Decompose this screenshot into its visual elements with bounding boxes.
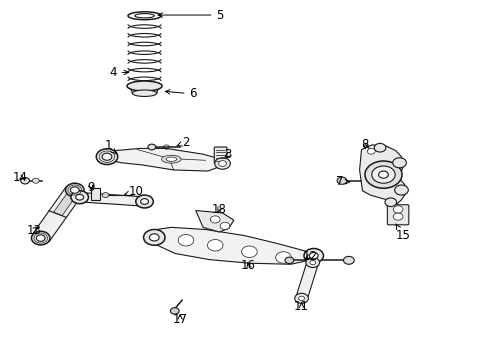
Text: 16: 16 (241, 259, 255, 272)
Circle shape (102, 153, 112, 160)
Circle shape (143, 229, 164, 245)
Circle shape (207, 239, 223, 251)
Circle shape (294, 293, 308, 303)
Text: 4: 4 (109, 66, 128, 79)
Text: 14: 14 (13, 171, 28, 184)
Circle shape (220, 222, 229, 229)
Circle shape (364, 161, 401, 188)
Text: 7: 7 (335, 175, 349, 188)
Circle shape (32, 178, 39, 183)
Text: 11: 11 (293, 300, 308, 313)
Circle shape (65, 183, 84, 197)
Circle shape (31, 231, 50, 245)
Circle shape (392, 213, 402, 220)
Circle shape (20, 177, 29, 184)
Circle shape (285, 257, 293, 264)
Ellipse shape (135, 14, 154, 18)
Ellipse shape (165, 157, 176, 161)
Text: 6: 6 (165, 87, 197, 100)
Text: 2: 2 (177, 136, 189, 149)
Circle shape (275, 252, 291, 263)
Circle shape (309, 252, 318, 259)
Circle shape (378, 171, 387, 178)
Circle shape (210, 216, 220, 223)
Circle shape (298, 296, 304, 301)
Circle shape (71, 191, 88, 204)
Text: 3: 3 (224, 148, 231, 161)
Polygon shape (130, 86, 159, 93)
Bar (91, 188, 100, 200)
Circle shape (76, 194, 83, 200)
Circle shape (70, 187, 79, 193)
Circle shape (371, 166, 394, 183)
Circle shape (36, 235, 45, 241)
Text: 15: 15 (395, 224, 409, 242)
FancyBboxPatch shape (386, 205, 408, 225)
Circle shape (309, 260, 315, 265)
Text: 12: 12 (302, 249, 317, 262)
Polygon shape (152, 227, 315, 264)
Circle shape (141, 199, 148, 204)
Polygon shape (295, 261, 318, 299)
Text: 9: 9 (87, 181, 95, 194)
Ellipse shape (161, 155, 181, 163)
Circle shape (304, 248, 323, 263)
Text: 5: 5 (158, 9, 224, 22)
Ellipse shape (132, 90, 157, 96)
Circle shape (102, 193, 109, 198)
Circle shape (366, 148, 374, 154)
Circle shape (373, 143, 385, 152)
Circle shape (336, 177, 346, 184)
Polygon shape (105, 148, 224, 171)
Circle shape (149, 234, 159, 241)
Text: 18: 18 (211, 203, 226, 216)
Polygon shape (53, 188, 79, 216)
Text: 1: 1 (104, 139, 116, 154)
FancyBboxPatch shape (214, 147, 226, 163)
Ellipse shape (127, 81, 162, 91)
Circle shape (392, 206, 402, 213)
Circle shape (170, 308, 179, 314)
Polygon shape (79, 193, 145, 206)
Text: 10: 10 (124, 185, 143, 198)
Polygon shape (195, 211, 233, 232)
Circle shape (305, 257, 319, 267)
Circle shape (136, 195, 153, 208)
Circle shape (218, 161, 226, 166)
Circle shape (343, 256, 353, 264)
Polygon shape (32, 187, 83, 242)
Text: 13: 13 (26, 224, 41, 237)
Circle shape (96, 149, 118, 165)
Text: 17: 17 (172, 312, 187, 326)
Circle shape (241, 246, 257, 257)
Polygon shape (359, 145, 406, 205)
Ellipse shape (128, 12, 161, 20)
Circle shape (392, 158, 406, 168)
Circle shape (214, 158, 230, 169)
Text: 8: 8 (361, 138, 368, 151)
Circle shape (178, 234, 193, 246)
Circle shape (148, 144, 156, 150)
Circle shape (394, 185, 407, 195)
Circle shape (384, 198, 396, 207)
